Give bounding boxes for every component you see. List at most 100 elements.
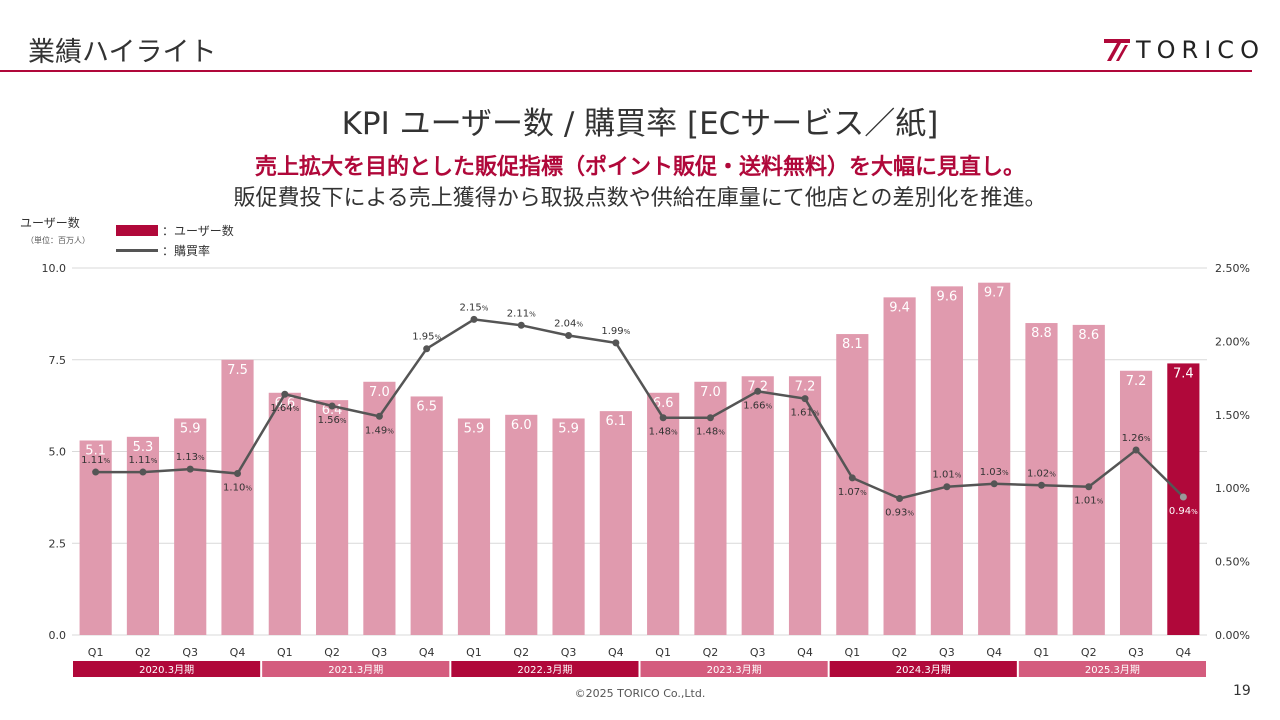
bar-value-label: 6.5 xyxy=(416,399,437,414)
line-point xyxy=(943,483,951,491)
line-point xyxy=(139,468,147,476)
x-tick-label: Q3 xyxy=(750,646,766,659)
line-point xyxy=(92,468,100,476)
bar-value-label: 6.6 xyxy=(653,396,674,411)
copyright-footer: ©2025 TORICO Co.,Ltd. xyxy=(574,687,706,700)
legend-item-rate: ：購買率 xyxy=(116,240,234,260)
fiscal-year-label: 2022.3月期 xyxy=(517,664,572,676)
fiscal-year-label: 2025.3月期 xyxy=(1085,664,1140,676)
chart-legend: ：ユーザー数 ：購買率 xyxy=(116,220,234,260)
x-tick-label: Q1 xyxy=(466,646,482,659)
page-header-title: 業績ハイライト xyxy=(28,37,217,68)
line-value-label: 1.95% xyxy=(412,332,441,343)
bar-value-label: 5.9 xyxy=(180,421,201,436)
line-point xyxy=(612,339,620,347)
bar-users xyxy=(268,392,301,635)
bar-value-label: 7.0 xyxy=(369,385,390,400)
line-value-label: 2.11% xyxy=(507,308,536,319)
line-value-label: 1.48% xyxy=(649,427,678,438)
line-value-label: 1.01% xyxy=(932,470,961,481)
y-axis-left-label: ユーザー数 xyxy=(20,216,80,230)
legend-label-users: ：ユーザー数 xyxy=(162,223,234,238)
x-tick-label: Q2 xyxy=(135,646,151,659)
line-point xyxy=(659,414,667,422)
bar-value-label: 5.1 xyxy=(85,443,106,458)
fiscal-year-label: 2024.3月期 xyxy=(896,664,951,676)
line-value-label: 1.48% xyxy=(696,427,725,438)
x-tick-label: Q2 xyxy=(892,646,908,659)
line-point xyxy=(706,414,714,422)
y-right-tick-label: 2.50% xyxy=(1215,262,1250,275)
line-value-label: 1.11% xyxy=(81,455,110,466)
bar-value-label: 8.1 xyxy=(842,337,863,352)
line-value-label: 1.13% xyxy=(176,452,205,463)
torico-logo: TORICO xyxy=(1104,36,1265,64)
line-value-label: 1.56% xyxy=(318,415,347,426)
line-value-label: 1.61% xyxy=(791,408,820,419)
line-point xyxy=(1085,483,1093,491)
bar-users xyxy=(930,286,963,635)
line-value-label: 1.10% xyxy=(223,483,252,494)
x-tick-label: Q4 xyxy=(230,646,246,659)
bar-value-label: 7.2 xyxy=(795,379,816,394)
bar-users xyxy=(788,376,822,635)
line-value-label: 2.04% xyxy=(554,319,583,330)
logo-text: TORICO xyxy=(1136,36,1265,64)
y-right-tick-label: 2.00% xyxy=(1215,335,1250,348)
line-value-label: 1.03% xyxy=(980,467,1009,478)
x-tick-label: Q4 xyxy=(797,646,813,659)
bar-value-label: 9.4 xyxy=(889,300,910,315)
fiscal-year-band xyxy=(73,661,261,677)
line-point xyxy=(186,465,194,473)
fiscal-year-band xyxy=(640,661,828,677)
bar-value-label: 6.6 xyxy=(274,396,295,411)
x-tick-label: Q3 xyxy=(561,646,577,659)
bar-users xyxy=(126,436,160,635)
legend-swatch-bar xyxy=(116,224,158,236)
line-point xyxy=(990,480,998,488)
bar-value-label: 7.2 xyxy=(1126,374,1147,389)
x-tick-label: Q2 xyxy=(703,646,719,659)
line-value-label: 1.26% xyxy=(1122,433,1151,444)
line-value-label: 1.66% xyxy=(743,400,772,411)
x-tick-label: Q1 xyxy=(1034,646,1050,659)
line-point xyxy=(1132,446,1140,454)
bar-users xyxy=(316,400,349,635)
bar-users xyxy=(410,396,443,635)
y-left-tick-label: 2.5 xyxy=(49,537,67,550)
x-tick-label: Q1 xyxy=(277,646,293,659)
fiscal-year-band xyxy=(451,661,639,677)
y-right-tick-label: 0.00% xyxy=(1215,629,1250,642)
line-value-label: 0.93% xyxy=(885,507,914,518)
line-point xyxy=(1179,493,1187,501)
line-purchase-rate xyxy=(95,318,1185,500)
x-tick-label: Q3 xyxy=(1128,646,1144,659)
line-value-label: 1.99% xyxy=(601,326,630,337)
x-tick-label: Q1 xyxy=(655,646,671,659)
subtitle-highlight: 売上拡大を目的とした販促指標（ポイント販促・送料無料）を大幅に見直し。 xyxy=(254,155,1025,180)
bar-value-label: 7.5 xyxy=(227,363,248,378)
bar-users xyxy=(174,418,207,635)
line-value-label: 1.64% xyxy=(270,403,299,414)
line-value-label: 1.49% xyxy=(365,425,394,436)
line-point xyxy=(281,390,289,398)
x-tick-label: Q4 xyxy=(1176,646,1192,659)
bar-users xyxy=(457,418,491,635)
line-point xyxy=(1037,481,1045,489)
line-point xyxy=(328,402,336,410)
bar-value-label: 5.3 xyxy=(133,440,154,455)
line-value-label: 0.94% xyxy=(1169,506,1198,517)
x-tick-label: Q2 xyxy=(513,646,529,659)
line-point xyxy=(801,395,809,403)
line-value-label: 2.15% xyxy=(460,302,489,313)
x-tick-label: Q2 xyxy=(1081,646,1097,659)
bar-users xyxy=(599,411,632,635)
legend-label-rate: ：購買率 xyxy=(162,243,211,258)
x-tick-label: Q3 xyxy=(372,646,388,659)
bar-users xyxy=(1119,370,1153,635)
line-point xyxy=(470,315,478,323)
bar-users xyxy=(883,297,916,635)
bar-value-label: 7.4 xyxy=(1173,366,1194,381)
line-point xyxy=(565,332,573,340)
